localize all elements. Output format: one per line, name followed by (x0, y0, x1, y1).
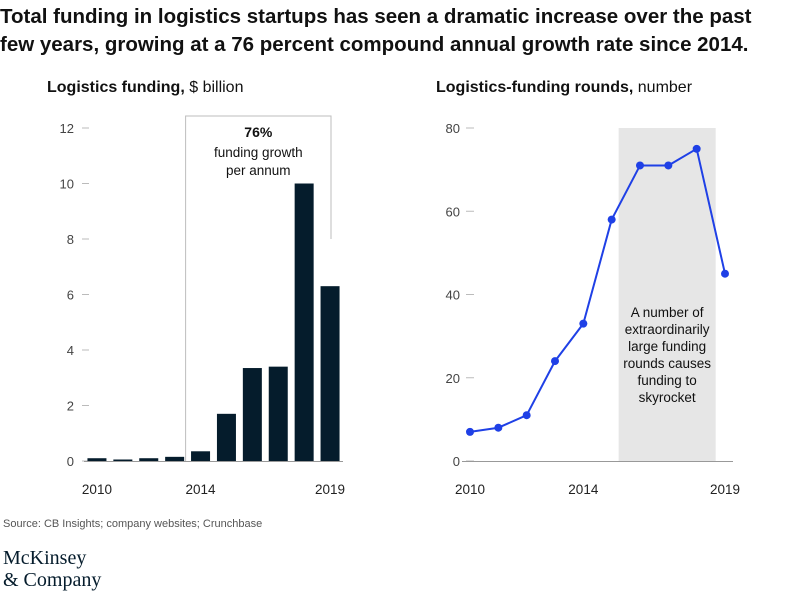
funding-bar-2017 (268, 366, 288, 461)
logo-line-1: McKinsey (3, 547, 87, 569)
funding-bar-2013 (165, 456, 185, 461)
rounds-point-2014 (579, 319, 588, 328)
funding-bar-2016 (242, 368, 262, 461)
funding-bar-2015 (216, 413, 236, 461)
funding-y-tick-label: 8 (67, 232, 74, 247)
headline-line-1: Total funding in logistics startups has … (0, 5, 752, 28)
funding-x-tick-label: 2019 (315, 482, 345, 497)
headline-line-2: few years, growing at a 76 percent compo… (0, 33, 749, 56)
rounds-y-tick-label: 40 (446, 288, 460, 303)
rounds-point-2018 (692, 144, 701, 153)
funding-x-tick-label: 2014 (186, 482, 217, 497)
funding-y-tick-label: 2 (67, 399, 74, 414)
funding-y-tick-label: 10 (60, 177, 74, 192)
growth-annotation-line-2: per annum (226, 163, 291, 178)
funding-bar-2018 (294, 183, 314, 461)
rounds-y-tick-label: 80 (446, 121, 460, 136)
funding-bar-2012 (139, 458, 159, 461)
rounds-point-2015 (607, 215, 616, 224)
highlight-annotation-line-1: A number of (631, 305, 704, 320)
rounds-point-2013 (551, 357, 559, 366)
growth-annotation-line-1: funding growth (214, 145, 303, 160)
rounds-chart-unit: number (637, 79, 693, 96)
rounds-y-tick-label: 60 (446, 204, 460, 219)
source-note: Source: CB Insights; company websites; C… (3, 518, 263, 530)
highlight-annotation-line-2: extraordinarily (625, 322, 710, 337)
funding-chart-title-main: Logistics funding, (47, 79, 185, 96)
growth-bracket (185, 115, 332, 461)
funding-bar-2014 (191, 451, 211, 461)
funding-x-tick-label: 2010 (82, 482, 112, 497)
rounds-y-tick-label: 20 (446, 371, 460, 386)
funding-chart-unit: $ billion (189, 79, 244, 96)
funding-y-tick-label: 4 (67, 343, 74, 358)
rounds-x-tick-label: 2019 (710, 482, 740, 497)
highlight-annotation-line-3: large funding (628, 339, 706, 354)
highlight-annotation-line-4: rounds causes (623, 356, 711, 371)
funding-y-tick-label: 12 (60, 121, 74, 136)
highlight-annotation-line-5: funding to (638, 373, 697, 388)
funding-y-tick-label: 0 (67, 454, 74, 469)
rounds-x-tick-label: 2010 (455, 482, 485, 497)
rounds-point-2011 (494, 423, 503, 432)
rounds-chart-title-main: Logistics-funding rounds, (436, 79, 634, 96)
rounds-point-2019 (721, 269, 729, 278)
logo-line-2: & Company (3, 569, 102, 591)
growth-annotation-value: 76% (244, 124, 273, 140)
funding-bar-2019 (320, 286, 340, 461)
funding-chart-title: Logistics funding, $ billion (47, 79, 243, 97)
funding-bar-2010 (87, 458, 107, 461)
rounds-chart-title: Logistics-funding rounds, number (436, 79, 692, 97)
mckinsey-logo: McKinsey & Company (3, 547, 101, 591)
highlight-annotation-line-6: skyrocket (639, 390, 696, 405)
highlight-region (618, 128, 716, 461)
rounds-point-2010 (466, 427, 474, 436)
rounds-point-2016 (636, 161, 644, 170)
funding-bar-2011 (113, 459, 133, 461)
rounds-y-tick-label: 0 (453, 454, 460, 469)
funding-y-tick-label: 6 (67, 288, 74, 303)
rounds-line (469, 147, 726, 433)
rounds-point-2012 (522, 411, 531, 420)
rounds-point-2017 (664, 161, 673, 170)
headline: Total funding in logistics startups has … (0, 3, 800, 59)
rounds-x-tick-label: 2014 (568, 482, 599, 497)
